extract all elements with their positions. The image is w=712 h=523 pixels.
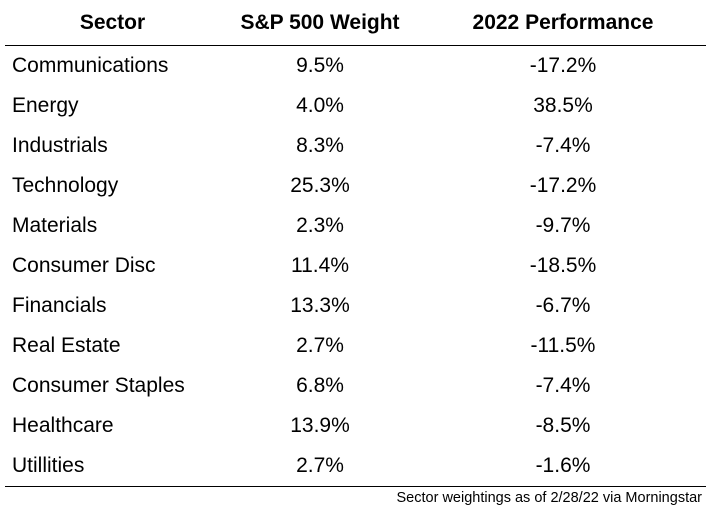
weight-cell: 11.4% <box>291 254 349 277</box>
header-sector: Sector <box>5 0 220 46</box>
performance-cell: 38.5% <box>533 94 593 117</box>
sector-cell: Materials <box>12 214 98 237</box>
performance-cell: -7.4% <box>535 374 591 397</box>
table-row: Materials 2.3% -9.7% <box>5 206 706 246</box>
performance-cell: -11.5% <box>530 334 596 357</box>
source-footnote: Sector weightings as of 2/28/22 via Morn… <box>396 490 702 506</box>
performance-cell: -9.7% <box>535 214 591 237</box>
sector-cell: Healthcare <box>12 414 114 437</box>
weight-cell: 2.7% <box>296 334 344 357</box>
table-row: Financials 13.3% -6.7% <box>5 286 706 326</box>
table-row: Communications 9.5% -17.2% <box>5 46 706 87</box>
table-header-row: Sector S&P 500 Weight 2022 Performance <box>5 0 706 46</box>
table-row: Energy 4.0% 38.5% <box>5 86 706 126</box>
weight-cell: 9.5% <box>296 54 344 77</box>
weight-cell: 4.0% <box>296 94 344 117</box>
weight-cell: 6.8% <box>296 374 344 397</box>
performance-cell: -18.5% <box>529 254 597 277</box>
table-row: Industrials 8.3% -7.4% <box>5 126 706 166</box>
sector-cell: Utillities <box>5 446 220 487</box>
sector-performance-table: Sector S&P 500 Weight 2022 Performance C… <box>5 0 706 487</box>
sector-cell: Energy <box>12 94 79 117</box>
weight-cell: 13.3% <box>290 294 350 317</box>
sector-cell: Industrials <box>12 134 108 157</box>
sector-cell: Consumer Staples <box>12 374 185 397</box>
sector-table-container: Sector S&P 500 Weight 2022 Performance C… <box>5 0 706 487</box>
header-sp500-weight: S&P 500 Weight <box>220 0 420 46</box>
sector-cell: Real Estate <box>12 334 121 357</box>
performance-cell: -1.6% <box>420 446 706 487</box>
weight-cell: 2.7% <box>220 446 420 487</box>
performance-cell: -17.2% <box>529 174 597 197</box>
header-2022-performance: 2022 Performance <box>420 0 706 46</box>
table-row: Technology 25.3% -17.2% <box>5 166 706 206</box>
table-row: Consumer Disc 11.4% -18.5% <box>5 246 706 286</box>
performance-cell: -6.7% <box>535 294 591 317</box>
table-row: Consumer Staples 6.8% -7.4% <box>5 366 706 406</box>
table-row: Utillities 2.7% -1.6% <box>5 446 706 487</box>
sector-cell: Consumer Disc <box>12 254 156 277</box>
performance-cell: -17.2% <box>529 54 597 77</box>
weight-cell: 13.9% <box>290 414 350 437</box>
sector-cell: Technology <box>12 174 119 197</box>
table-row: Healthcare 13.9% -8.5% <box>5 406 706 446</box>
table-row: Real Estate 2.7% -11.5% <box>5 326 706 366</box>
sector-cell: Financials <box>12 294 107 317</box>
weight-cell: 2.3% <box>296 214 344 237</box>
performance-cell: -8.5% <box>535 414 591 437</box>
performance-cell: -7.4% <box>535 134 591 157</box>
weight-cell: 25.3% <box>290 174 350 197</box>
sector-cell: Communications <box>12 54 169 77</box>
weight-cell: 8.3% <box>296 134 344 157</box>
